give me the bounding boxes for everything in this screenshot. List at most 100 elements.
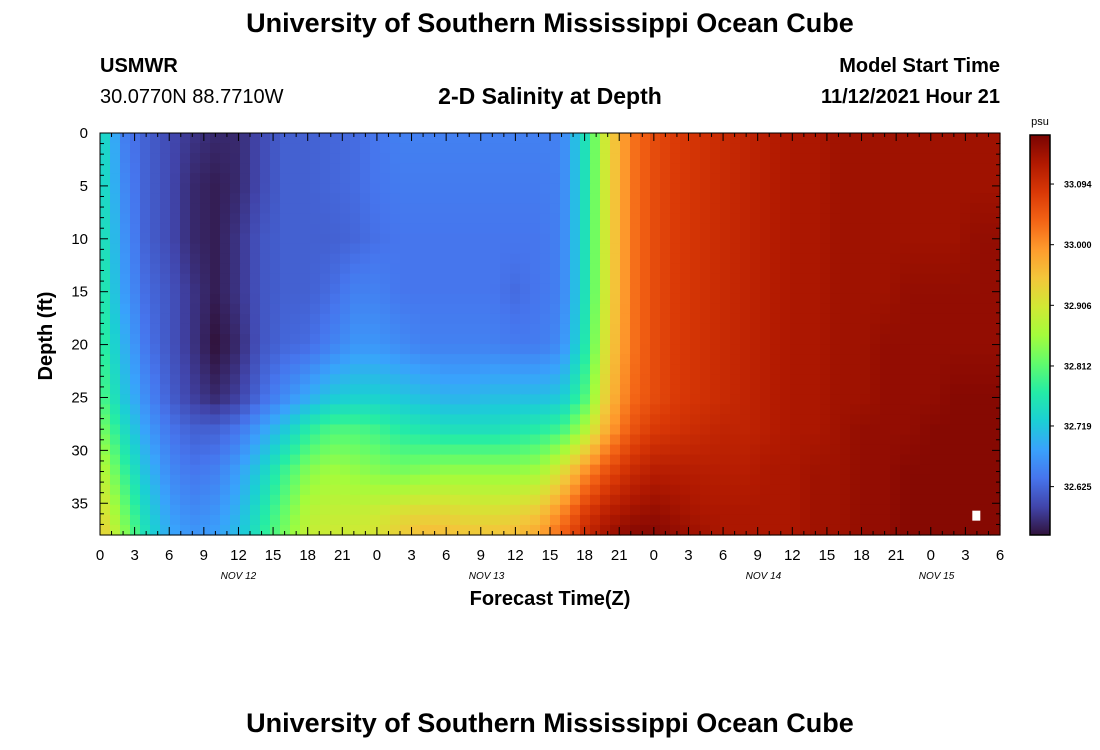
- heatmap-cell: [600, 504, 611, 516]
- heatmap-cell: [470, 504, 481, 516]
- heatmap-cell: [340, 213, 351, 225]
- heatmap-cell: [280, 394, 291, 405]
- heatmap-cell: [470, 484, 481, 496]
- heatmap-cell: [250, 344, 261, 355]
- heatmap-cell: [700, 253, 711, 265]
- heatmap-cell: [340, 464, 351, 476]
- heatmap-cell: [220, 203, 231, 214]
- heatmap-cell: [600, 344, 611, 355]
- heatmap-cell: [360, 153, 371, 164]
- heatmap-cell: [920, 293, 931, 305]
- heatmap-cell: [190, 394, 201, 405]
- heatmap-cell: [630, 213, 641, 225]
- heatmap-cell: [280, 173, 291, 184]
- heatmap-cell: [100, 394, 111, 405]
- heatmap-cell: [990, 524, 1001, 536]
- heatmap-cell: [970, 143, 981, 154]
- heatmap-cell: [340, 504, 351, 516]
- heatmap-cell: [410, 143, 421, 154]
- heatmap-cell: [320, 454, 331, 466]
- heatmap-cell: [620, 434, 631, 446]
- heatmap-cell: [470, 193, 481, 204]
- heatmap-cell: [310, 193, 321, 204]
- heatmap-cell: [230, 474, 241, 486]
- heatmap-cell: [780, 263, 791, 275]
- heatmap-cell: [400, 133, 411, 144]
- heatmap-cell: [260, 213, 271, 225]
- heatmap-cell: [300, 374, 311, 385]
- heatmap-cell: [310, 414, 321, 426]
- heatmap-cell: [570, 344, 581, 355]
- heatmap-cell: [170, 454, 181, 466]
- heatmap-cell: [880, 183, 891, 194]
- heatmap-cell: [940, 514, 951, 526]
- heatmap-cell: [170, 263, 181, 275]
- heatmap-cell: [580, 173, 591, 184]
- heatmap-cell: [310, 464, 321, 476]
- heatmap-cell: [150, 494, 161, 506]
- heatmap-cell: [560, 163, 571, 174]
- heatmap-cell: [540, 223, 551, 235]
- heatmap-cell: [190, 444, 201, 456]
- heatmap-cell: [330, 143, 341, 154]
- heatmap-cell: [780, 203, 791, 214]
- heatmap-cell: [750, 313, 761, 325]
- heatmap-cell: [830, 334, 841, 345]
- heatmap-cell: [770, 293, 781, 305]
- heatmap-cell: [810, 323, 821, 335]
- heatmap-cell: [980, 454, 991, 466]
- heatmap-cell: [440, 143, 451, 154]
- heatmap-cell: [200, 524, 211, 536]
- heatmap-cell: [870, 484, 881, 496]
- heatmap-cell: [190, 173, 201, 184]
- heatmap-cell: [490, 524, 501, 536]
- heatmap-cell: [190, 193, 201, 204]
- heatmap-cell: [410, 173, 421, 184]
- heatmap-cell: [400, 303, 411, 315]
- heatmap-cell: [460, 354, 471, 365]
- heatmap-cell: [840, 424, 851, 436]
- heatmap-cell: [940, 303, 951, 315]
- heatmap-cell: [270, 293, 281, 305]
- heatmap-cell: [640, 213, 651, 225]
- x-day-label: NOV 13: [469, 571, 505, 582]
- heatmap-cell: [290, 374, 301, 385]
- heatmap-cell: [380, 344, 391, 355]
- heatmap-cell: [920, 384, 931, 395]
- heatmap-cell: [820, 394, 831, 405]
- heatmap-cell: [630, 494, 641, 506]
- heatmap-cell: [720, 394, 731, 405]
- heatmap-cell: [230, 424, 241, 436]
- heatmap-cell: [250, 213, 261, 225]
- heatmap-cell: [370, 404, 381, 415]
- heatmap-cell: [540, 213, 551, 225]
- heatmap-cell: [290, 263, 301, 275]
- heatmap-cell: [790, 273, 801, 285]
- heatmap-cell: [100, 203, 111, 214]
- heatmap-cell: [190, 464, 201, 476]
- heatmap-cell: [400, 414, 411, 426]
- heatmap-cell: [710, 213, 721, 225]
- heatmap-cell: [550, 474, 561, 486]
- heatmap-cell: [340, 133, 351, 144]
- heatmap-cell: [190, 424, 201, 436]
- heatmap-cell: [330, 344, 341, 355]
- heatmap-cell: [530, 193, 541, 204]
- heatmap-cell: [110, 153, 121, 164]
- heatmap-cell: [360, 424, 371, 436]
- heatmap-cell: [280, 183, 291, 194]
- heatmap-cell: [590, 424, 601, 436]
- heatmap-cell: [290, 203, 301, 214]
- heatmap-cell: [550, 253, 561, 265]
- heatmap-cell: [670, 213, 681, 225]
- heatmap-cell: [620, 223, 631, 235]
- heatmap-cell: [150, 313, 161, 325]
- heatmap-cell: [440, 384, 451, 395]
- heatmap-cell: [880, 163, 891, 174]
- heatmap-cell: [300, 494, 311, 506]
- heatmap-cell: [390, 283, 401, 295]
- heatmap-cell: [750, 183, 761, 194]
- heatmap-cell: [490, 364, 501, 375]
- heatmap-cell: [580, 323, 591, 335]
- heatmap-cell: [240, 133, 251, 144]
